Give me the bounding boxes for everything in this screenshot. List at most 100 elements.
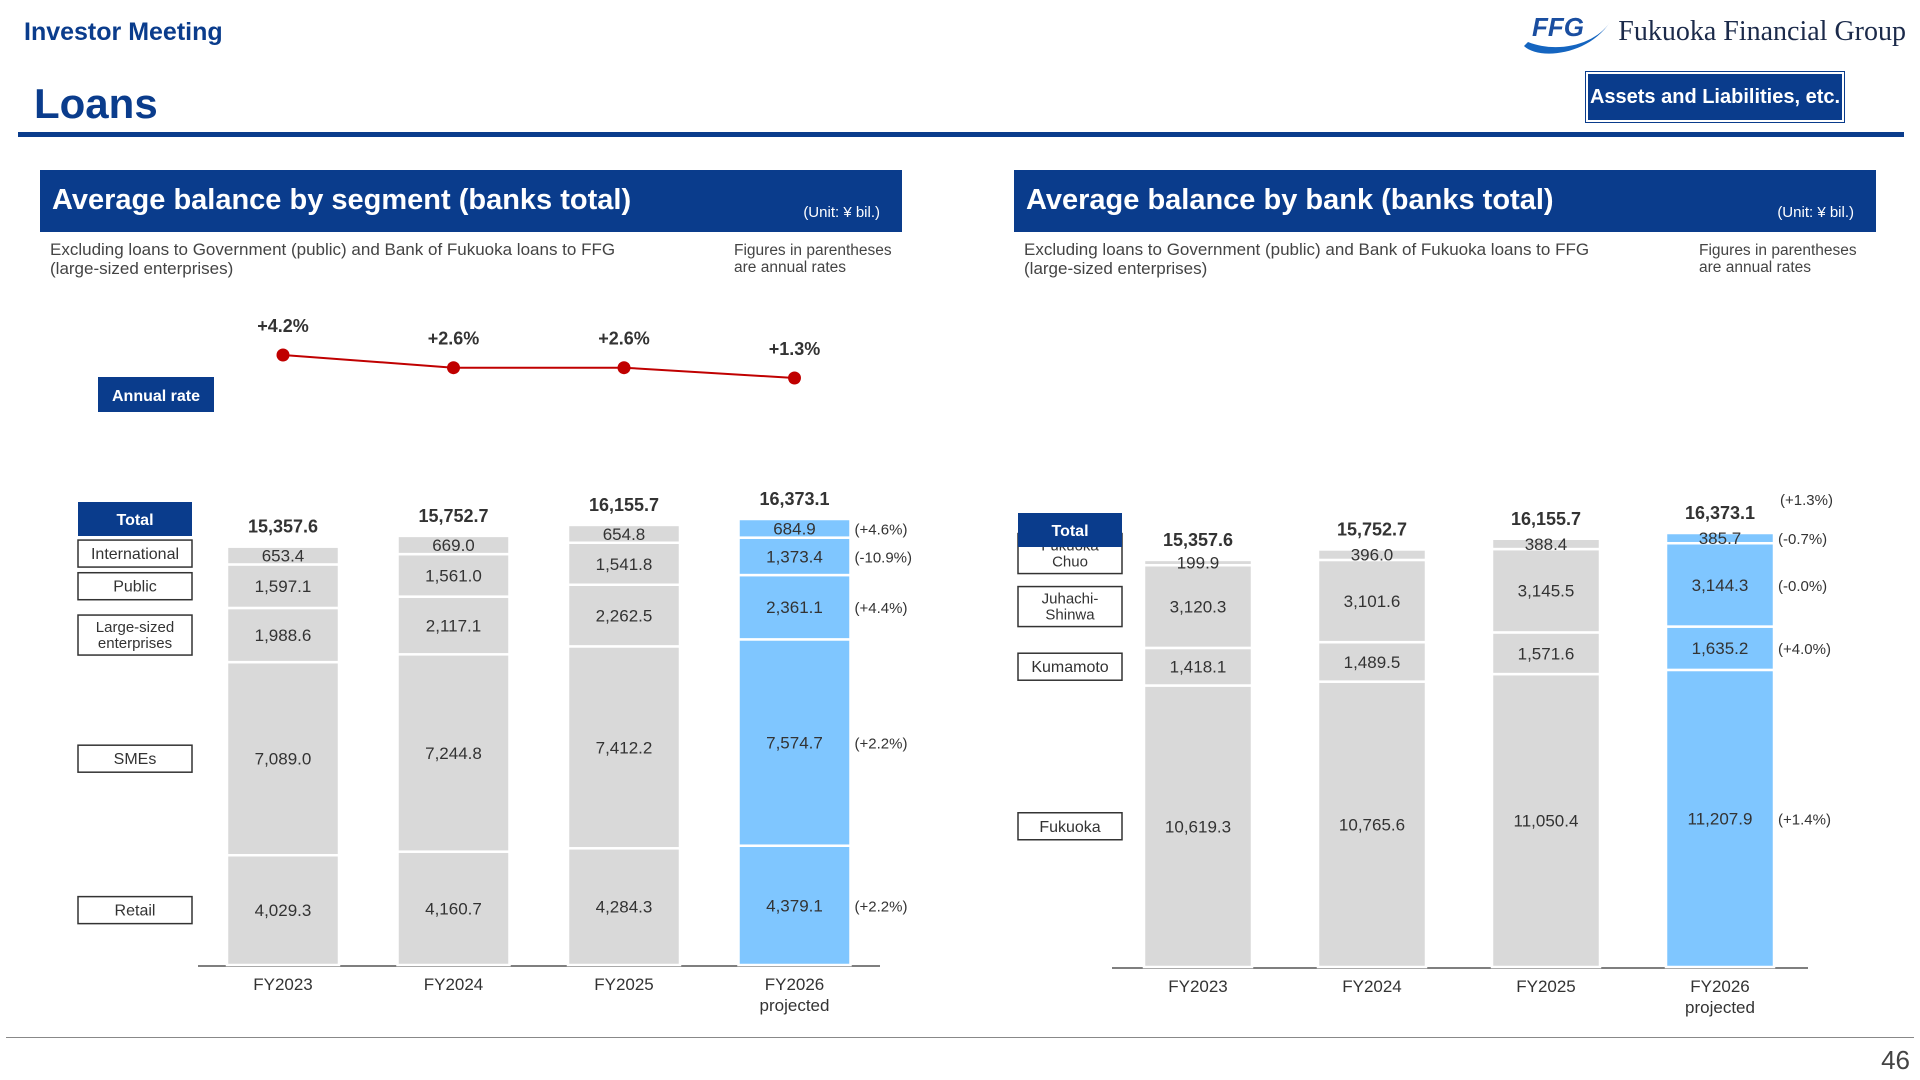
seg-value-label-0-4: 653.4	[262, 547, 305, 566]
brand-logo: FFG Fukuoka Financial Group	[1518, 6, 1906, 58]
seg-value-label-2-1: 7,412.2	[596, 738, 653, 757]
bank-bar-1-2	[1316, 558, 1428, 644]
bank-category-label-1: FY2024	[1342, 977, 1402, 996]
left-parens-line2: are annual rates	[734, 259, 847, 276]
seg-value-label-1-2: 2,117.1	[426, 616, 481, 635]
seg-value-label-1-4: 669.0	[432, 536, 475, 555]
bank-rate-label-2: (-0.0%)	[1778, 578, 1827, 595]
seg-bar-3-4	[737, 517, 852, 539]
bank-bar-3-1	[1664, 625, 1776, 672]
bank-bar-0-3	[1142, 558, 1254, 567]
seg-total-legend-box	[78, 502, 192, 536]
seg-bar-2-0	[566, 847, 682, 967]
annual-rate-point-1	[447, 361, 460, 375]
page-number: 46	[1881, 1045, 1910, 1075]
logo-mark-text: FFG	[1532, 12, 1584, 42]
right-parens-note: Figures in parentheses are annual rates	[1699, 242, 1857, 276]
seg-bar-0-3	[225, 563, 341, 610]
bank-total-legend-label: Total	[1051, 523, 1088, 540]
bank-value-label-0-2: 3,120.3	[1170, 598, 1227, 617]
bank-legend-box-1	[1017, 652, 1123, 681]
seg-bar-2-2	[566, 583, 682, 648]
bank-category-label-3: FY2026	[1690, 977, 1750, 996]
annual-rate-point-2	[617, 361, 631, 375]
seg-value-label-2-0: 4,284.3	[596, 898, 653, 917]
brand-name: Fukuoka Financial Group	[1618, 16, 1906, 47]
seg-rate-label-4: (+4.6%)	[855, 521, 908, 538]
annual-rate-point-0	[276, 348, 290, 362]
page-title: Loans	[34, 80, 158, 127]
bank-bar-3-0	[1664, 668, 1776, 969]
left-note-line2: (large-sized enterprises)	[50, 259, 234, 278]
seg-bar-3-0	[737, 844, 852, 967]
seg-bar-1-0	[396, 850, 511, 967]
seg-value-label-1-1: 7,244.8	[425, 744, 482, 763]
seg-bar-0-0	[225, 853, 341, 967]
bank-value-label-0-1: 1,418.1	[1170, 658, 1227, 677]
annual-rate-line	[282, 354, 795, 379]
left-panel-unit: (Unit: ¥ bil.)	[803, 204, 880, 221]
seg-bar-1-4	[396, 534, 511, 556]
seg-legend-label-3: Public	[113, 579, 157, 596]
left-note-line1: Excluding loans to Government (public) a…	[50, 240, 616, 259]
bank-value-label-3-0: 11,207.9	[1688, 809, 1753, 828]
bank-total-legend-box	[1018, 513, 1122, 547]
seg-category-label-1: FY2024	[424, 975, 484, 994]
bank-rate-label-1: (+4.0%)	[1778, 641, 1831, 658]
annual-rate-label-1: +2.6%	[428, 329, 480, 349]
bank-bar-1-0	[1316, 680, 1428, 969]
bank-category-label-0: FY2023	[1168, 977, 1228, 996]
bank-value-label-1-3: 396.0	[1351, 546, 1394, 565]
seg-total-label-1: 15,752.7	[418, 506, 488, 526]
seg-rate-label-1: (+2.2%)	[855, 736, 908, 753]
bank-total-label-2: 16,155.7	[1511, 509, 1581, 529]
seg-total-label-3: 16,373.1	[759, 489, 829, 509]
left-panel-title: Average balance by segment (banks total)	[52, 184, 632, 216]
bank-value-label-2-3: 388.4	[1525, 535, 1568, 554]
seg-value-label-0-1: 7,089.0	[255, 750, 312, 769]
seg-category-label-2: FY2025	[594, 975, 654, 994]
seg-value-label-3-1: 7,574.7	[766, 734, 823, 753]
bank-value-label-0-0: 10,619.3	[1165, 817, 1231, 836]
bank-category-label-2: FY2025	[1516, 977, 1576, 996]
bank-legend-label-2-0: Juhachi-	[1042, 591, 1099, 608]
annual-rate-label-0: +4.2%	[257, 316, 309, 336]
meeting-label: Investor Meeting	[24, 18, 223, 46]
seg-value-label-3-4: 684.9	[773, 519, 816, 538]
bank-rate-label-0: (+1.4%)	[1778, 811, 1831, 828]
seg-value-label-3-3: 1,373.4	[766, 547, 823, 566]
bank-category-sublabel-3: projected	[1685, 998, 1755, 1017]
seg-rate-label-3: (-10.9%)	[855, 549, 913, 566]
seg-value-label-2-4: 654.8	[603, 525, 646, 544]
bank-bar-1-1	[1316, 640, 1428, 683]
seg-value-label-0-3: 1,597.1	[255, 577, 312, 596]
bank-value-label-2-1: 1,571.6	[1518, 644, 1575, 663]
seg-rate-label-2: (+4.4%)	[855, 600, 908, 617]
bank-value-label-2-2: 3,145.5	[1518, 582, 1575, 601]
bank-bar-3-3	[1664, 531, 1776, 545]
bank-value-label-3-1: 1,635.2	[1692, 639, 1749, 658]
left-parens-note: Figures in parentheses are annual rates	[734, 242, 892, 276]
bank-rate-label-3: (-0.7%)	[1778, 531, 1827, 548]
bank-legend-label-2-1: Shinwa	[1045, 607, 1095, 624]
annual-rate-badge	[98, 377, 214, 412]
annual-rate-label-2: +2.6%	[598, 329, 650, 349]
seg-total-label-2: 16,155.7	[589, 495, 659, 515]
left-parens-line1: Figures in parentheses	[734, 242, 892, 259]
right-parens-line2: are annual rates	[1699, 259, 1812, 276]
bank-legend-label-0: Fukuoka	[1039, 819, 1100, 836]
bank-bar-1-3	[1316, 548, 1428, 562]
right-panel-note: Excluding loans to Government (public) a…	[1024, 240, 1589, 278]
left-panel-note: Excluding loans to Government (public) a…	[50, 240, 615, 278]
right-panel-title: Average balance by bank (banks total)	[1026, 184, 1554, 216]
seg-value-label-0-2: 1,988.6	[255, 626, 312, 645]
seg-bar-2-4	[566, 523, 682, 545]
seg-legend-box-2	[77, 614, 193, 656]
annual-rate-label-3: +1.3%	[769, 339, 821, 359]
seg-legend-box-0	[77, 895, 193, 925]
seg-bar-1-2	[396, 595, 511, 656]
seg-legend-label-0: Retail	[115, 903, 156, 920]
seg-legend-box-4	[77, 539, 193, 568]
seg-value-label-1-0: 4,160.7	[425, 899, 482, 918]
